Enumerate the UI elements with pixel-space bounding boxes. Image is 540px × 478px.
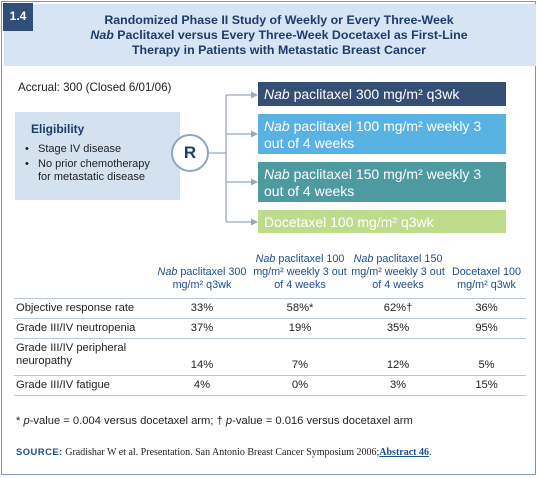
footnote-p: p [225,415,233,427]
table-cell: 37% [152,318,251,339]
arm-italic: Nab [264,166,290,182]
header-italic: Nab [353,253,374,265]
arm-box-nab-150: Nab paclitaxel 150 mg/m² weekly 3 out of… [258,162,506,202]
header-blank [14,253,153,299]
header-text: paclitaxel 150 mg/m² weekly 3 out of 4 w… [351,253,445,291]
table-header-row: Nab paclitaxel 300 mg/m² q3wk Nab paclit… [14,253,526,299]
table-row: Objective response rate 33% 58%* 62%† 36… [14,298,526,319]
table-row: Grade III/IV fatigue 4% 0% 3% 15% [14,375,526,396]
arm-box-docetaxel: Docetaxel 100 mg/m² q3wk [258,210,506,233]
title-line-2-rest: Paclitaxel versus Every Three-Week Docet… [113,28,468,42]
title-bar: Randomized Phase II Study of Weekly or E… [4,4,536,66]
study-design-diagram: Accrual: 300 (Closed 6/01/06) Eligibilit… [4,68,536,246]
eligibility-item: Stage IV disease [25,143,156,156]
accrual-text: Accrual: 300 (Closed 6/01/06) [18,81,172,94]
source-label: SOURCE: [16,446,63,457]
table-cell: 33% [152,298,251,319]
arm-label: paclitaxel 150 mg/m² weekly 3 out of 4 w… [264,166,482,199]
eligibility-list: Stage IV disease No prior chemotherapy f… [25,143,156,186]
arrowhead-1 [251,91,258,99]
eligibility-title: Eligibility [31,122,85,136]
table-cell: 15% [447,375,526,396]
footnote-dagger: † [216,415,226,427]
title-line-3: Therapy in Patients with Metastatic Brea… [131,43,427,57]
table-row: Grade III/IV neutropenia 37% 19% 35% 95% [14,318,526,339]
figure-title: Randomized Phase II Study of Weekly or E… [44,13,514,58]
arm-label: Docetaxel 100 mg/m² q3wk [264,214,434,230]
row-label: Grade III/IV fatigue [14,375,153,396]
title-italic-nab: Nab [90,28,114,42]
table-cell: 19% [250,318,350,339]
arm-box-nab-100: Nab paclitaxel 100 mg/m² weekly 3 out of… [258,114,506,154]
connector-lines [209,91,258,226]
randomization-circle: R [171,134,209,172]
arm-label: paclitaxel 300 mg/m² q3wk [289,86,460,102]
title-line-1: Randomized Phase II Study of Weekly or E… [104,13,454,27]
footnote-text-2: -value = 0.016 versus docetaxel arm [232,415,413,427]
table-cell: 12% [349,338,448,376]
arm-box-nab-300: Nab paclitaxel 300 mg/m² q3wk [258,82,506,106]
table-cell: 58%* [250,298,350,319]
results-table: Nab paclitaxel 300 mg/m² q3wk Nab paclit… [14,253,526,396]
table-cell: 5% [447,338,526,376]
column-header: Nab paclitaxel 300 mg/m² q3wk [153,253,251,299]
source-citation: SOURCE: Gradishar W et al. Presentation.… [16,446,431,458]
arrowhead-4 [251,218,258,226]
eligibility-box: Eligibility Stage IV disease No prior ch… [15,112,180,200]
table-cell: 4% [152,375,251,396]
title-line-2: Nab Paclitaxel versus Every Three-Week D… [44,28,514,43]
footnote: * p-value = 0.004 versus docetaxel arm; … [16,415,413,427]
arrowhead-2 [251,130,258,138]
row-label: Grade III/IV neutropenia [14,318,153,339]
table-cell: 7% [250,338,350,376]
arrowhead-3 [251,178,258,186]
table-cell: 3% [349,375,448,396]
row-label: Grade III/IV peripheral neuropathy [14,338,153,376]
header-italic: Nab [157,266,178,278]
source-end: . [428,447,432,458]
source-text: Gradishar W et al. Presentation. San Ant… [62,447,380,458]
table-row: Grade III/IV peripheral neuropathy 14% 7… [14,338,526,376]
table-cell: 14% [152,338,251,376]
table-cell: 95% [447,318,526,339]
row-label: Objective response rate [14,298,153,319]
header-text: Docetaxel 100 mg/m² q3wk [452,266,522,291]
header-text: paclitaxel 100 mg/m² weekly 3 out of 4 w… [253,253,347,291]
footnote-text-1: -value = 0.004 versus docetaxel arm; [29,415,217,427]
column-header: Nab paclitaxel 100 mg/m² weekly 3 out of… [251,253,349,299]
arm-label: paclitaxel 100 mg/m² weekly 3 out of 4 w… [264,118,482,151]
arm-italic: Nab [264,86,290,102]
header-text: paclitaxel 300 mg/m² q3wk [172,266,247,291]
footnote-star: * [16,415,24,427]
arm-italic: Nab [264,118,290,134]
footnote-p: p [23,415,30,427]
table-cell: 35% [349,318,448,339]
table-cell: 62%† [349,298,448,319]
column-header: Docetaxel 100 mg/m² q3wk [447,253,526,299]
figure-number-badge: 1.4 [3,3,33,31]
table-cell: 0% [250,375,350,396]
header-italic: Nab [255,253,276,265]
eligibility-item: No prior chemotherapy for metastatic dis… [25,158,156,184]
table-cell: 36% [447,298,526,319]
abstract-link[interactable]: Abstract 46 [379,447,429,458]
column-header: Nab paclitaxel 150 mg/m² weekly 3 out of… [349,253,447,299]
